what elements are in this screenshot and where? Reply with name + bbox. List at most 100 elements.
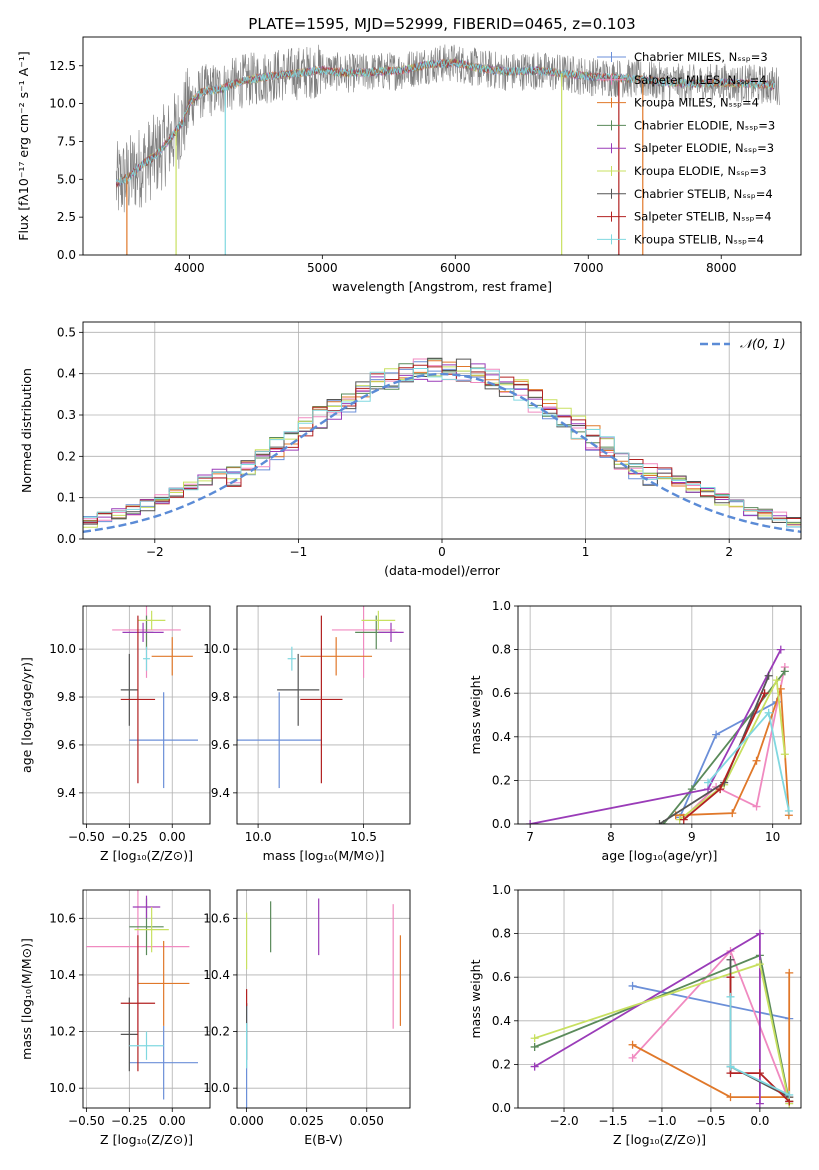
salpeter_miles-line <box>683 666 786 819</box>
kroupa_miles-point-marker <box>628 1040 637 1049</box>
weight-z-frame <box>517 889 802 1109</box>
y-tick-label: 0.4 <box>492 730 511 744</box>
y-tick-label: 10.4 <box>203 968 230 982</box>
kroupa_miles-point-marker <box>752 756 761 765</box>
chabrier_miles-point-marker <box>712 730 721 739</box>
chabrier_miles-line <box>632 985 790 1020</box>
x-axis-label: Z [log₁₀(Z/Z⊙)] <box>100 1132 193 1147</box>
x-tick-label: 5000 <box>307 261 338 275</box>
legend-label: Chabrier ELODIE, Nₛₛₚ=3 <box>634 118 775 132</box>
age-z-axes: −0.50 −0.25 0.00 9.4 9.6 9.8 10.0 Z [log₁₀(Z/Z⊙… <box>19 606 210 863</box>
y-tick-label: 10.4 <box>49 968 76 982</box>
chabrier_stelib-line <box>659 675 770 824</box>
y-tick-label: 10.0 <box>49 1081 76 1095</box>
x-axis-label: (data-model)/error <box>384 563 501 578</box>
y-tick-label: 0.0 <box>492 817 511 831</box>
x-tick-label: 7000 <box>573 261 604 275</box>
salpeter_stelib-point-marker <box>716 785 725 794</box>
salpeter_elodie-point-marker <box>530 1062 539 1071</box>
legend-label: Salpeter MILES, Nₛₛₚ=4 <box>634 73 767 87</box>
kroupa_stelib-histogram <box>83 368 801 528</box>
chabrier_elodie-point-marker <box>530 1042 539 1051</box>
chart-title: PLATE=1595, MJD=52999, FIBERID=0465, z=0… <box>248 15 635 33</box>
x-tick-label: −0.25 <box>111 830 148 844</box>
spectrum-frame <box>82 36 802 256</box>
kroupa_elodie-point-marker <box>755 960 764 969</box>
y-axis-label: age [log₁₀(age/yr)] <box>19 657 34 773</box>
x-axis-label: wavelength [Angstrom, rest frame] <box>332 279 552 294</box>
weight-z-axes: −2.0 −1.5 −1.0 −0.5 0.0 0.0 0.2 0.4 0.6 0.8 1.0 Z [… <box>468 883 801 1147</box>
salpeter_stelib-point-marker <box>755 1069 764 1078</box>
chabrier_elodie-line <box>662 670 786 824</box>
chabrier_stelib-point-marker <box>764 671 773 680</box>
x-axis-label: Z [log₁₀(Z/Z⊙)] <box>613 1132 706 1147</box>
weight-z-lines <box>530 929 794 1108</box>
kroupa_elodie-point-marker <box>530 1034 539 1043</box>
observed-spectrum-line <box>115 44 780 213</box>
legend-label: Salpeter STELIB, Nₛₛₚ=4 <box>634 210 772 224</box>
x-tick-label: 8 <box>607 830 615 844</box>
y-axis-label: mass weight <box>468 959 483 1038</box>
y-tick-label: 0.2 <box>57 449 76 463</box>
age-mass-errorbars <box>237 606 404 789</box>
salpeter_elodie-point-marker <box>755 929 764 938</box>
x-tick-label: 7 <box>526 830 534 844</box>
y-tick-label: 10.6 <box>49 911 76 925</box>
weight-age-frame <box>517 605 802 825</box>
y-axis-label: Normed distribution <box>19 368 34 493</box>
x-tick-label: 1 <box>582 545 590 559</box>
y-tick-label: 5.0 <box>57 172 76 186</box>
y-tick-label: 9.4 <box>211 786 230 800</box>
x-tick-label: 4000 <box>174 261 205 275</box>
kroupa_miles-point-marker <box>726 1093 735 1102</box>
kroupa_miles-point-marker <box>785 968 794 977</box>
chabrier_elodie-point-marker <box>780 667 789 676</box>
x-axis-label: E(B-V) <box>304 1132 343 1147</box>
chabrier_miles-point-marker <box>628 981 637 990</box>
x-tick-label: 0.00 <box>159 830 186 844</box>
x-tick-label: −1 <box>290 545 308 559</box>
x-tick-label: 2 <box>725 545 733 559</box>
y-tick-label: 0.0 <box>57 532 76 546</box>
y-tick-label: 10.0 <box>203 1081 230 1095</box>
salpeter_stelib-point-marker <box>679 815 688 824</box>
y-tick-label: 10.0 <box>49 97 76 111</box>
salpeter_miles-point-marker <box>628 1053 637 1062</box>
x-tick-label: 8000 <box>706 261 737 275</box>
y-tick-label: 10.2 <box>203 1025 230 1039</box>
kroupa_elodie-point-marker <box>780 750 789 759</box>
kroupa_miles-line <box>675 688 790 817</box>
x-axis-label: age [log₁₀(age/yr)] <box>602 848 718 863</box>
x-tick-label: 0.0 <box>750 1114 769 1128</box>
x-tick-label: −1.5 <box>598 1114 627 1128</box>
y-tick-label: 0.3 <box>57 408 76 422</box>
y-tick-label: 9.8 <box>57 690 76 704</box>
y-tick-label: 0.6 <box>492 686 511 700</box>
x-tick-label: 0.050 <box>350 1114 384 1128</box>
y-tick-label: 7.5 <box>57 134 76 148</box>
spectrum-lines <box>115 44 780 255</box>
histogram-series <box>83 357 801 533</box>
salpeter_elodie-point-marker <box>755 1099 764 1108</box>
kroupa_stelib-point-marker <box>704 778 713 787</box>
y-tick-label: 9.4 <box>57 786 76 800</box>
x-tick-label: −0.25 <box>111 1114 148 1128</box>
salpeter_stelib-point-marker <box>726 973 735 982</box>
kroupa_stelib-point-marker <box>784 806 793 815</box>
kroupa_stelib-point-marker <box>726 992 735 1001</box>
y-tick-label: 0.5 <box>57 325 76 339</box>
x-tick-label: 0.025 <box>290 1114 324 1128</box>
salpeter_elodie-line <box>534 932 761 1104</box>
y-tick-label: 9.8 <box>211 690 230 704</box>
x-tick-label: −2.0 <box>549 1114 578 1128</box>
x-axis-label: Z [log₁₀(Z/Z⊙)] <box>100 848 193 863</box>
kroupa_elodie-point-marker <box>772 676 781 685</box>
age-mass-axes: 10.0 10.5 9.4 9.6 9.8 10.0 mass [log₁₀(M/M⊙)] <box>203 606 410 863</box>
y-axis-label: mass [log₁₀(M/M⊙)] <box>19 938 34 1060</box>
age-z-frame <box>82 605 211 825</box>
y-tick-label: 0.2 <box>492 773 511 787</box>
residuals-axes: −2 −1 0 1 2 0.0 0.1 0.2 0.3 0.4 0.5 (data-model)/er… <box>19 322 801 578</box>
mass-z-axes: −0.50 −0.25 0.00 10.0 10.2 10.4 10.6 Z [log₁₀(Z… <box>19 890 210 1147</box>
legend-label-normal: 𝒩(0, 1) <box>740 336 786 351</box>
mass-z-frame <box>82 889 211 1109</box>
